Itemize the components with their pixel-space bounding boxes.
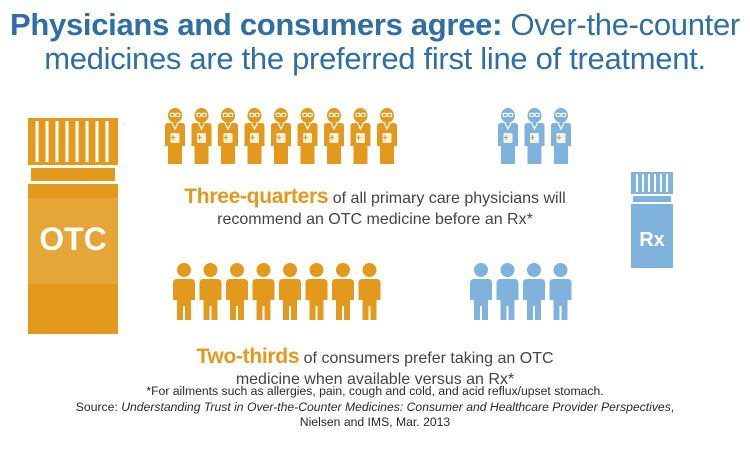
person-otc-icon [226,263,248,320]
rx-bottle: Rx [631,172,673,268]
otc-bottle-label [28,198,118,284]
footnote-source: Source: Understanding Trust in Over-the-… [0,400,750,416]
person-rx-icon [549,263,572,320]
person-rx-icon [470,263,492,320]
title-line2: medicines are the preferred first line o… [44,41,706,76]
doctor-otc-icon [376,106,398,164]
person-otc-icon [199,263,222,320]
person-otc-icon [252,263,275,320]
footnote-line3: Nielsen and IMS, Mar. 2013 [299,415,451,429]
otc-bottle: OTC [28,118,118,334]
consumer-stat: Two-thirds of consumers prefer taking an… [150,346,600,390]
person-otc-icon [173,263,195,320]
doctor-otc-icon [296,106,319,164]
doctor-otc-icon [349,106,372,164]
otc-cap-ridges [35,121,109,162]
title-bold: Physicians and consumers agree: [10,7,503,42]
otc-bottle-body [28,184,118,334]
doctor-otc-icon [270,106,292,164]
footnote-line1: *For ailments such as allergies, pain, c… [146,384,604,398]
person-otc-icon [305,263,328,320]
otc-bottle-text: OTC [39,221,107,257]
doctor-pictogram [164,106,572,164]
physician-stat: Three-quarters of all primary care physi… [150,186,600,230]
otc-bottle-cap [28,118,118,165]
doctor-otc-icon [217,106,239,164]
footnote-source-suffix: , [670,399,675,414]
page-title: Physicians and consumers agree: Over-the… [0,8,750,76]
physician-stat-line1: of all primary care physicians will [332,190,566,207]
person-otc-icon [358,263,381,320]
person-otc-icon [279,263,301,320]
footnote: *For ailments such as allergies, pain, c… [0,384,750,431]
physician-stat-highlight: Three-quarters [184,185,329,208]
rx-cap-ridges [636,174,668,192]
otc-bottle-neck [31,168,115,181]
rx-bottle-cap [631,172,673,194]
doctor-otc-icon [243,106,266,164]
footnote-source-title: Understanding Trust in Over-the-Counter … [121,399,671,414]
consumer-stat-line1: of consumers prefer taking an OTC [303,350,554,367]
physician-stat-line2: recommend an OTC medicine before an Rx* [217,211,533,228]
person-rx-icon [496,263,519,320]
doctor-otc-icon [323,106,345,164]
title-line1: Over-the-counter [510,7,740,42]
doctor-otc-icon [190,106,213,164]
consumer-pictogram [173,263,572,320]
doctor-rx-icon [550,106,572,164]
person-rx-icon [523,263,545,320]
consumer-stat-line2: medicine when available versus an Rx* [235,371,515,388]
person-otc-icon [332,263,354,320]
doctor-otc-icon [164,106,186,164]
rx-bottle-body [631,204,673,268]
consumer-stat-highlight: Two-thirds [196,345,300,368]
rx-bottle-neck [633,196,671,202]
footnote-source-prefix: Source: [75,399,118,414]
doctor-rx-icon [523,106,546,164]
rx-bottle-text: Rx [639,229,665,251]
doctor-rx-icon [497,106,519,164]
